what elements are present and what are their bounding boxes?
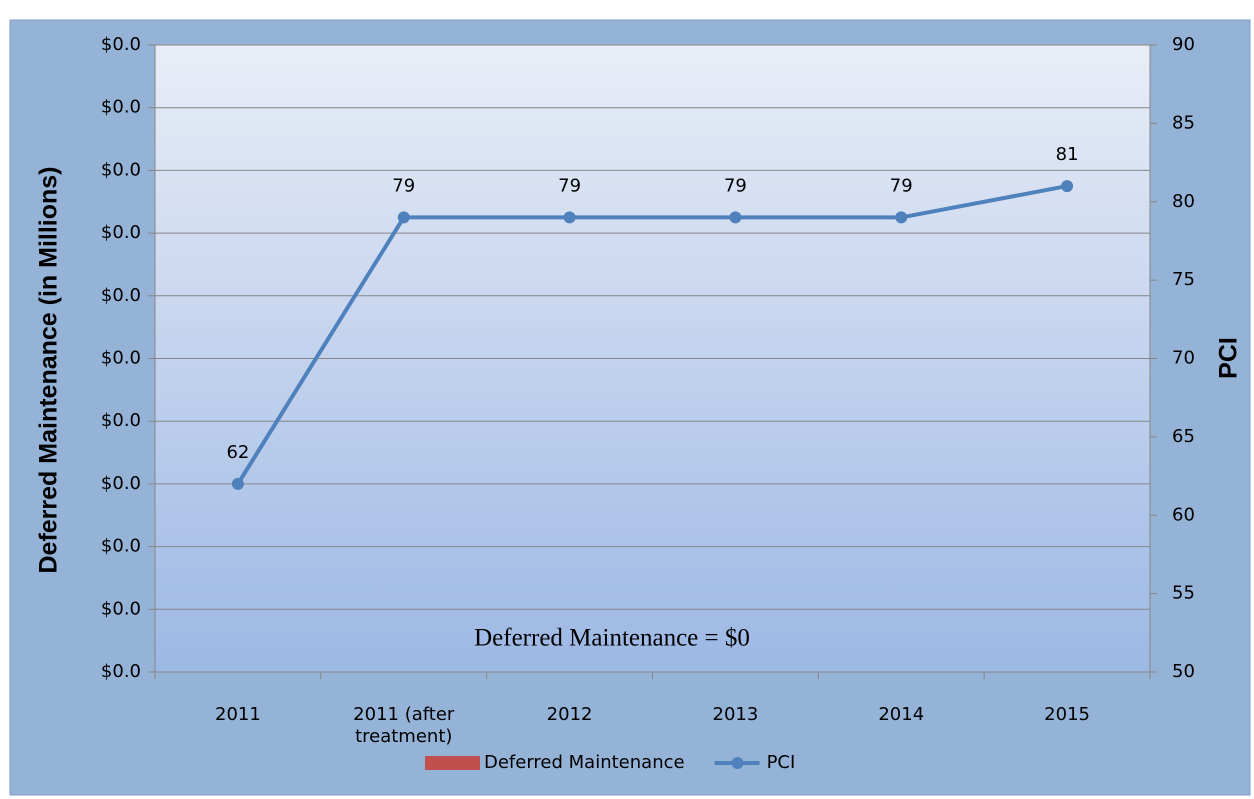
y2-tick-label: 50 [1172,661,1195,682]
x-tick-label: 2014 [878,704,925,725]
x-tick-label: 2015 [1044,704,1090,725]
y-axis-label: Deferred Maintenance (in Millions) [35,166,63,573]
data-label: 79 [558,175,581,196]
point [895,211,908,224]
data-label: 79 [724,175,747,196]
y2-tick-label: 80 [1172,191,1195,212]
y-tick-label: $0.0 [101,34,141,55]
x-tick-label: 2011 (after treatment) [353,704,455,747]
y2-axis-label: PCI [1215,337,1243,379]
legend-label: Deferred Maintenance [484,752,685,773]
y2-tick-label: 55 [1172,583,1195,604]
legend-marker [731,757,744,769]
x-tick-label: 2013 [712,704,759,725]
point [231,477,244,490]
annotation: Deferred Maintenance = $0 [474,625,750,652]
x-tick-label: 2012 [546,704,593,725]
data-label: 81 [1056,144,1079,165]
y-tick-label: $0.0 [101,285,141,306]
y-tick-label: $0.0 [101,410,141,431]
x-tick-label: 2011 [215,704,261,725]
y-tick-label: $0.0 [101,598,141,619]
data-label: 79 [890,175,913,196]
line [236,184,1068,485]
y-tick-label: $0.0 [101,97,141,118]
legend-label: PCI [767,752,796,773]
y-tick-label: $0.0 [101,348,141,369]
point [563,211,576,224]
y-tick-label: $0.0 [101,536,141,557]
point [397,211,410,224]
y-tick-label: $0.0 [101,661,141,682]
y2-tick-label: 60 [1172,504,1195,525]
data-label: 79 [392,175,415,196]
data-label: 62 [226,442,249,463]
point [1061,180,1074,193]
y2-tick-label: 90 [1172,34,1195,55]
y-tick-label: $0.0 [101,222,141,243]
point [729,211,742,224]
legend-swatch [425,756,480,770]
y-tick-label: $0.0 [101,473,141,494]
y2-tick-label: 65 [1172,426,1195,447]
y2-tick-label: 85 [1172,112,1195,133]
y-tick-label: $0.0 [101,159,141,180]
y2-tick-label: 75 [1172,269,1195,290]
y2-tick-label: 70 [1172,348,1195,369]
